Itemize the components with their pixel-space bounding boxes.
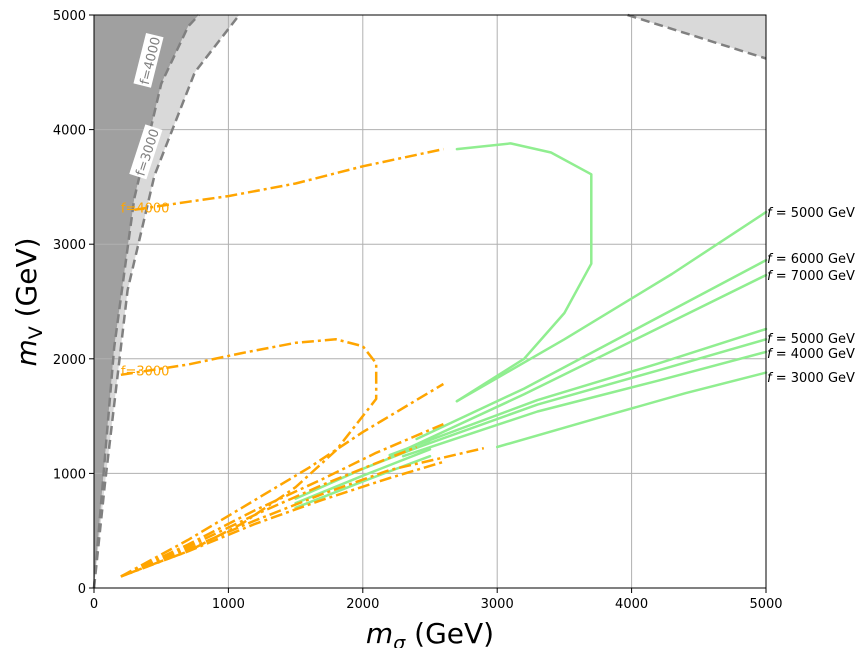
y-tick-label: 4000 xyxy=(53,124,86,139)
orange-contour-label: f=3000 xyxy=(121,364,170,379)
green-series-line xyxy=(294,448,432,505)
orange-series-line xyxy=(120,446,485,578)
right-series-label: f = 5000 GeV xyxy=(767,206,855,221)
x-axis-title-symbol: m xyxy=(366,617,393,648)
x-axis-title-subscript: σ xyxy=(393,632,406,648)
x-tick-label: 0 xyxy=(90,597,98,612)
green-series-line xyxy=(455,142,593,403)
orange-series-line xyxy=(120,422,444,578)
green-series-group xyxy=(294,142,768,510)
boundary-label-background xyxy=(133,32,164,88)
right-series-label: f = 5000 GeV xyxy=(767,332,855,347)
orange-contour-label: f=4000 xyxy=(121,202,170,217)
excluded-region-f4000 xyxy=(94,15,199,588)
green-series-line xyxy=(455,210,768,403)
y-axis-title-unit: (GeV) xyxy=(10,237,43,326)
green-series-line xyxy=(401,273,768,452)
orange-series-line xyxy=(120,338,378,578)
right-series-label-value: = 7000 GeV xyxy=(772,269,855,284)
green-series-line xyxy=(401,350,768,458)
right-series-label-symbol: f xyxy=(767,332,774,347)
green-series-line xyxy=(388,327,768,457)
right-series-label-value: = 5000 GeV xyxy=(772,206,855,221)
x-axis-title: mσ (GeV) xyxy=(366,617,494,648)
y-axis-title-subscript: V xyxy=(25,326,47,339)
right-series-label-value: = 6000 GeV xyxy=(772,252,855,267)
right-series-label-symbol: f xyxy=(767,206,774,221)
right-series-label-value: = 3000 GeV xyxy=(772,371,855,386)
excluded-regions xyxy=(94,15,766,588)
right-series-label-value: = 5000 GeV xyxy=(772,332,855,347)
green-series-line xyxy=(415,258,768,441)
right-series-label: f = 3000 GeV xyxy=(767,371,855,386)
plot-frame xyxy=(93,14,767,589)
y-tick-label: 0 xyxy=(78,582,86,597)
y-tick-label: 5000 xyxy=(53,9,86,24)
right-series-label: f = 4000 GeV xyxy=(767,347,855,362)
orange-series-line xyxy=(134,147,444,212)
green-series-line xyxy=(495,371,768,449)
x-tick-label: 1000 xyxy=(212,597,245,612)
orange-series-group xyxy=(120,147,485,578)
grid xyxy=(93,14,767,589)
y-tick-label: 3000 xyxy=(53,238,86,253)
orange-series-line xyxy=(120,460,444,578)
green-series-line xyxy=(388,338,768,459)
boundary-label-background xyxy=(129,124,163,180)
x-tick-label: 5000 xyxy=(749,597,782,612)
right-series-label-symbol: f xyxy=(767,269,774,284)
y-tick-label: 1000 xyxy=(53,467,86,482)
right-series-label-symbol: f xyxy=(767,371,774,386)
right-series-label-symbol: f xyxy=(767,252,774,267)
orange-series-line xyxy=(120,445,418,578)
right-series-label: f = 7000 GeV xyxy=(767,269,855,284)
right-series-label: f = 6000 GeV xyxy=(767,252,855,267)
x-tick-label: 2000 xyxy=(346,597,379,612)
y-axis-title: mV (GeV) xyxy=(10,237,47,366)
orange-series-line xyxy=(120,382,445,578)
right-series-label-symbol: f xyxy=(767,347,774,362)
boundary-lines xyxy=(92,13,767,589)
x-tick-label: 4000 xyxy=(615,597,648,612)
y-axis-title-symbol: m xyxy=(10,339,43,366)
x-axis-title-unit: (GeV) xyxy=(405,617,494,648)
axis-ticks: 0 1000 2000 3000 4000 5000 0 1000 2000 3000 4000 50… xyxy=(53,9,783,612)
right-series-label-value: = 4000 GeV xyxy=(772,347,855,362)
boundary-line-top-right xyxy=(627,13,767,60)
y-tick-label: 2000 xyxy=(53,353,86,368)
x-tick-label: 3000 xyxy=(481,597,514,612)
boundary-line-f-3000 xyxy=(92,14,241,589)
